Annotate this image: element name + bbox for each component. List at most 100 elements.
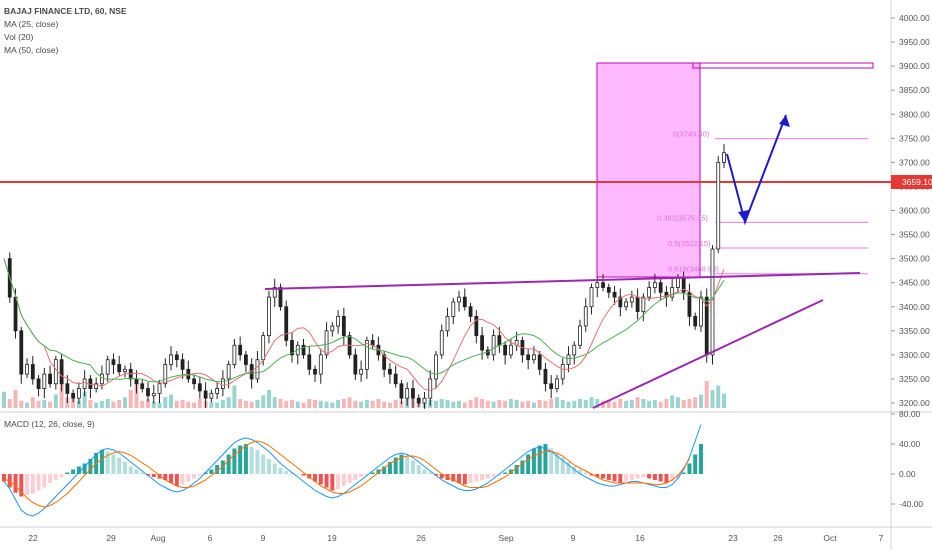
candle-body <box>572 344 577 356</box>
volume-bar <box>480 399 485 408</box>
volume-bar <box>197 399 202 408</box>
macd-histogram-bar <box>295 474 300 475</box>
candle-body <box>324 330 329 356</box>
candle-body <box>629 296 634 303</box>
candle-body <box>36 378 41 389</box>
macd-histogram-bar <box>583 472 588 474</box>
candle-body <box>278 287 283 308</box>
macd-histogram-bar <box>601 474 606 479</box>
macd-histogram-bar <box>491 474 496 477</box>
candle-body <box>169 354 173 365</box>
volume-bar <box>531 402 536 408</box>
candle-body <box>549 383 554 389</box>
volume-bar <box>612 401 617 408</box>
macd-histogram-bar <box>382 466 387 474</box>
supply-zone[interactable] <box>596 62 701 278</box>
volume-bar <box>117 399 122 408</box>
volume-bar <box>266 390 271 408</box>
volume-bar <box>353 400 358 408</box>
price-tick-label: 3200.00 <box>899 398 930 408</box>
macd-histogram-bar <box>111 454 116 474</box>
volume-bar <box>330 402 335 408</box>
candle-body <box>416 397 421 404</box>
legend-ma50: MA (50, close) <box>4 45 58 55</box>
volume-bar <box>2 391 6 408</box>
volume-bar <box>681 399 686 408</box>
macd-histogram-bar <box>508 469 513 474</box>
volume-bar <box>376 399 381 408</box>
candle-body <box>13 296 18 332</box>
candle-body <box>290 340 294 356</box>
volume-bar <box>434 400 438 408</box>
volume-bar <box>560 399 565 408</box>
volume-bar <box>140 400 145 408</box>
candle-body <box>652 282 657 288</box>
projection-path[interactable] <box>726 114 787 226</box>
macd-histogram-bar <box>341 474 346 486</box>
volume-bar <box>583 399 588 408</box>
candle-body <box>353 354 358 375</box>
candle-body <box>508 344 513 356</box>
fibonacci-levels[interactable]: 0(3749.40) 0.382(3575.35) 0.5(3522.15) 0.61… <box>657 130 868 275</box>
price-tick-label: 3800.00 <box>899 109 930 119</box>
time-tick-label: 6 <box>208 533 213 543</box>
volume-bar <box>307 399 312 408</box>
candle-body <box>445 315 450 332</box>
macd-histogram-bar <box>687 463 692 474</box>
volume-bar <box>647 400 652 408</box>
macd-histogram-bar <box>53 474 58 480</box>
volume-bar <box>370 400 375 408</box>
volume-bar <box>387 402 392 408</box>
macd-histogram-bar <box>658 474 663 482</box>
resistance-box[interactable] <box>692 62 874 69</box>
macd-histogram-bar <box>42 474 47 488</box>
candle-body <box>151 392 156 397</box>
macd-histogram-bar <box>635 474 640 479</box>
macd-histogram-bar <box>353 474 358 480</box>
volume-bar <box>209 401 214 408</box>
volume-bar <box>549 399 554 408</box>
candle-body <box>647 287 652 298</box>
time-tick-label: Oct <box>823 533 837 543</box>
volume-bar <box>19 400 24 408</box>
macd-histogram-bar <box>243 444 248 474</box>
volume-bar <box>578 399 582 408</box>
macd-histogram-bar <box>641 474 646 477</box>
macd-histogram-bar <box>387 462 392 474</box>
macd-histogram-bar <box>186 474 191 482</box>
volume-bar <box>336 399 341 408</box>
time-tick-label: 23 <box>728 533 738 543</box>
fib-label: 0.5(3522.15) <box>668 239 711 248</box>
macd-histogram-bar <box>76 466 81 474</box>
macd-tick-label: -40.00 <box>899 499 923 509</box>
resistance-trendline[interactable] <box>264 272 861 290</box>
candle-body <box>670 287 675 298</box>
volume-bar <box>48 401 53 408</box>
macd-histogram-bar <box>163 474 168 480</box>
macd-histogram-bar <box>197 474 202 476</box>
volume-bar <box>393 399 398 408</box>
candle-body <box>330 325 335 332</box>
volume-bar <box>382 401 387 408</box>
fib-label: 0.618(3468.60) <box>668 265 719 274</box>
volume-bar <box>324 401 329 408</box>
macd-histogram-bar <box>59 474 64 477</box>
candle-body <box>532 354 536 361</box>
macd-tick-label: 40.00 <box>899 439 921 449</box>
volume-bar <box>497 399 502 408</box>
volume-bar <box>439 399 444 408</box>
macd-histogram-bar <box>128 466 133 474</box>
macd-histogram-bar <box>261 454 266 474</box>
support-trendline[interactable] <box>592 299 824 409</box>
volume-bar <box>572 400 577 408</box>
macd-histogram-bar <box>566 462 571 474</box>
macd-histogram-bar <box>399 454 404 474</box>
candle-body <box>341 315 346 337</box>
macd-histogram-bar <box>537 445 542 474</box>
volume-bar <box>261 395 266 408</box>
macd-histogram-bar <box>48 474 53 483</box>
macd-histogram-bar <box>290 472 294 474</box>
volume-bar <box>698 394 703 408</box>
volume-bar <box>295 401 300 408</box>
